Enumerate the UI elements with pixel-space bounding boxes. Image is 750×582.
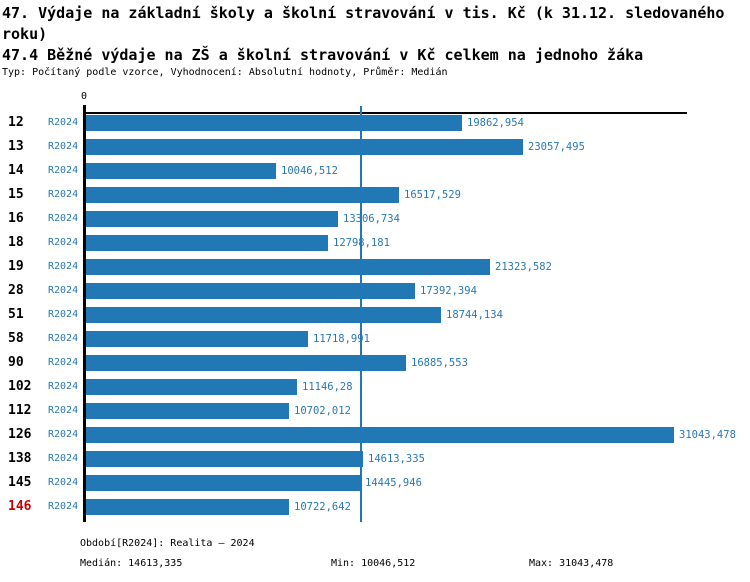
value-label: 16517,529 [404,189,461,201]
value-bar [86,331,308,347]
row-id-label: 146 [8,499,32,514]
row-period-label: R2024 [48,189,79,200]
value-bar [86,235,328,251]
row-period-label: R2024 [48,213,79,224]
value-bar [86,115,462,131]
row-id-label: 28 [8,283,24,298]
row-id-label: 51 [8,307,24,322]
value-bar [86,499,289,515]
row-period-label: R2024 [48,117,79,128]
row-id-label: 19 [8,259,24,274]
value-bar [86,259,490,275]
value-bar [86,427,674,443]
value-bar [86,163,276,179]
page-title-line1: 47. Výdaje na základní školy a školní st… [2,4,725,22]
value-bar [86,379,297,395]
value-label: 11718,991 [313,333,370,345]
footer-max: Max: 31043,478 [529,558,614,569]
row-period-label: R2024 [48,357,79,368]
row-period-label: R2024 [48,261,79,272]
value-label: 10046,512 [281,165,338,177]
value-label: 10722,642 [294,501,351,513]
value-label: 18744,134 [446,309,503,321]
value-label: 13306,734 [343,213,400,225]
row-id-label: 16 [8,211,24,226]
value-bar [86,187,399,203]
value-label: 14613,335 [368,453,425,465]
value-label: 19862,954 [467,117,524,129]
footer-period-note: Období[R2024]: Realita – 2024 [80,538,255,549]
row-id-label: 145 [8,475,32,490]
value-label: 16885,553 [411,357,468,369]
row-id-label: 14 [8,163,24,178]
row-id-label: 112 [8,403,32,418]
row-id-label: 13 [8,139,24,154]
value-label: 11146,28 [302,381,353,393]
value-bar [86,403,289,419]
value-bar [86,451,363,467]
value-label: 21323,582 [495,261,552,273]
page-title-line2: roku) [2,25,48,43]
value-label: 14445,946 [365,477,422,489]
value-label: 23057,495 [528,141,585,153]
value-label: 17392,394 [420,285,477,297]
axis-zero-label: 0 [80,91,88,102]
footer-min: Min: 10046,512 [331,558,416,569]
value-label: 10702,012 [294,405,351,417]
row-period-label: R2024 [48,453,79,464]
row-id-label: 12 [8,115,24,130]
value-label: 12798,181 [333,237,390,249]
value-bar [86,211,338,227]
row-id-label: 58 [8,331,24,346]
row-period-label: R2024 [48,237,79,248]
chart-subtitle: 47.4 Běžné výdaje na ZŠ a školní stravov… [2,46,644,64]
row-id-label: 15 [8,187,24,202]
value-bar [86,475,360,491]
row-id-label: 102 [8,379,32,394]
row-period-label: R2024 [48,501,79,512]
row-period-label: R2024 [48,141,79,152]
value-bar [86,307,441,323]
row-period-label: R2024 [48,165,79,176]
row-id-label: 138 [8,451,32,466]
value-label: 31043,478 [679,429,736,441]
row-period-label: R2024 [48,333,79,344]
value-bar [86,283,415,299]
y-axis-line [83,105,86,522]
x-axis-line [84,112,687,114]
row-period-label: R2024 [48,309,79,320]
row-period-label: R2024 [48,381,79,392]
row-period-label: R2024 [48,405,79,416]
row-period-label: R2024 [48,429,79,440]
value-bar [86,139,523,155]
row-id-label: 18 [8,235,24,250]
row-id-label: 90 [8,355,24,370]
row-period-label: R2024 [48,477,79,488]
chart-meta-info: Typ: Počítaný podle vzorce, Vyhodnocení:… [2,67,448,78]
row-id-label: 126 [8,427,32,442]
value-bar [86,355,406,371]
footer-median: Medián: 14613,335 [80,558,183,569]
row-period-label: R2024 [48,285,79,296]
